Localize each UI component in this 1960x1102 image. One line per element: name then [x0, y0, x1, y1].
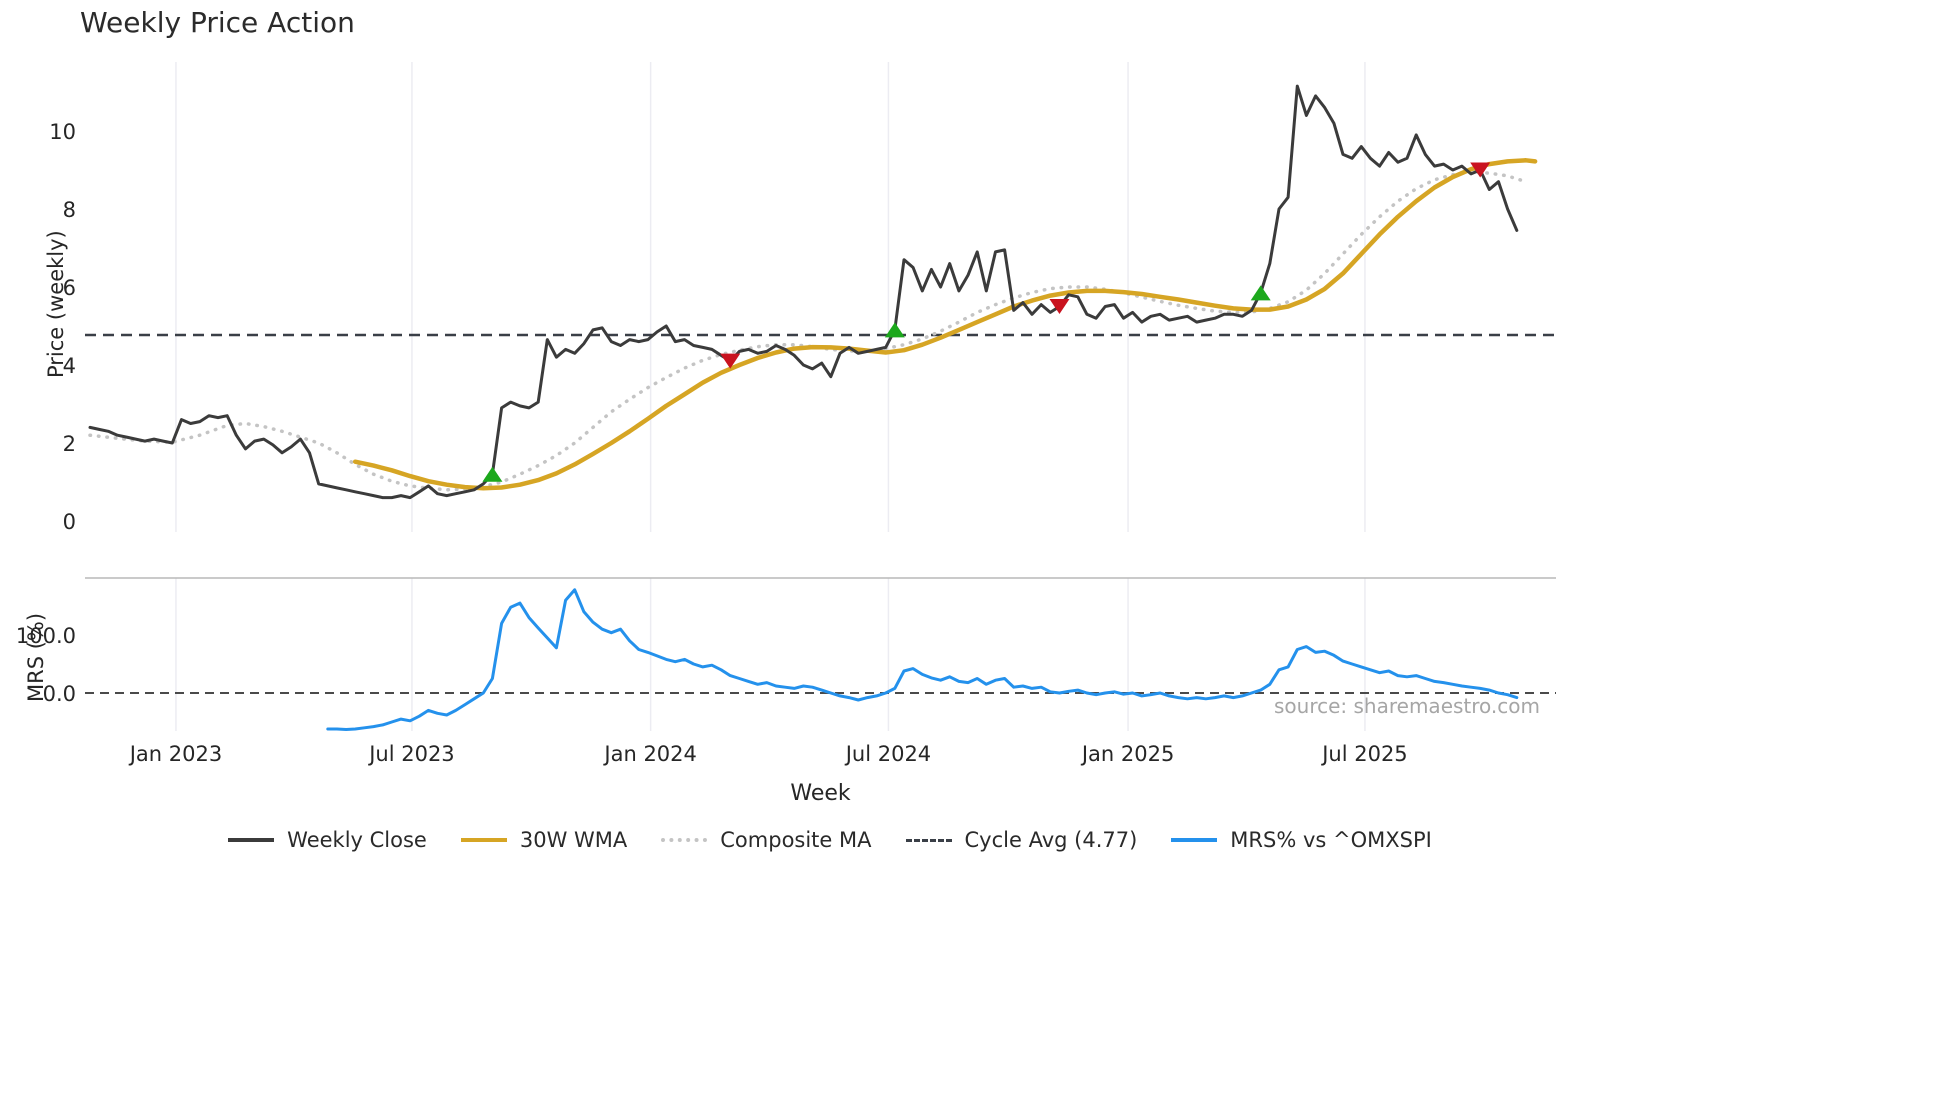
wma-swatch-icon — [460, 838, 507, 842]
price-tick-label: 10 — [49, 120, 76, 144]
wma-30w-line — [352, 158, 1538, 491]
sell-marker-icon — [720, 353, 741, 369]
x-tick-label: Jul 2023 — [367, 742, 454, 766]
mrs-tick-label: 0.0 — [43, 682, 76, 706]
legend-item-composite-ma: Composite MA — [661, 828, 872, 852]
price-tick-label: 0 — [63, 510, 76, 534]
price-tick-label: 6 — [63, 276, 76, 300]
cycle-avg-swatch-icon — [905, 838, 952, 842]
buy-marker-icon — [1250, 285, 1271, 301]
legend-item-30w-wma: 30W WMA — [460, 828, 628, 852]
price-tick-label: 2 — [63, 432, 76, 456]
weekly-close-line — [88, 84, 1519, 500]
chart-title: Weekly Price Action — [80, 6, 355, 39]
weekly-close-swatch-icon — [228, 838, 275, 842]
composite-ma-swatch-icon — [661, 838, 708, 842]
sell-marker-icon — [1049, 299, 1070, 314]
price-tick-label: 4 — [63, 354, 76, 378]
x-axis-label: Week — [790, 781, 851, 806]
mrs-tick-label: 100.0 — [16, 624, 76, 648]
chart-legend: Weekly Close 30W WMA Composite MA Cycle … — [0, 828, 1660, 852]
mrs-swatch-icon — [1171, 838, 1218, 842]
mrs-axis-label: MRS (%) — [24, 612, 48, 702]
legend-label: Cycle Avg (4.77) — [964, 828, 1138, 852]
buy-marker-icon — [482, 466, 503, 482]
legend-label: Composite MA — [720, 828, 872, 852]
legend-item-mrs: MRS% vs ^OMXSPI — [1171, 828, 1432, 852]
mrs-line — [326, 588, 1519, 731]
x-tick-label: Jan 2024 — [602, 742, 697, 766]
legend-item-weekly-close: Weekly Close — [228, 828, 427, 852]
x-tick-label: Jan 2025 — [1080, 742, 1175, 766]
price-axis-label: Price (weekly) — [44, 230, 68, 378]
composite-ma-line — [88, 170, 1528, 492]
buy-marker-icon — [884, 322, 905, 338]
x-tick-label: Jul 2024 — [844, 742, 931, 766]
source-watermark: source: sharemaestro.com — [1274, 694, 1540, 718]
legend-label: MRS% vs ^OMXSPI — [1230, 828, 1432, 852]
sell-marker-icon — [1470, 162, 1491, 178]
price-tick-label: 8 — [63, 198, 76, 222]
legend-label: 30W WMA — [519, 828, 628, 852]
legend-item-cycle-avg: Cycle Avg (4.77) — [905, 828, 1138, 852]
x-tick-label: Jan 2023 — [128, 742, 223, 766]
x-tick-label: Jul 2025 — [1320, 742, 1407, 766]
legend-label: Weekly Close — [287, 828, 427, 852]
